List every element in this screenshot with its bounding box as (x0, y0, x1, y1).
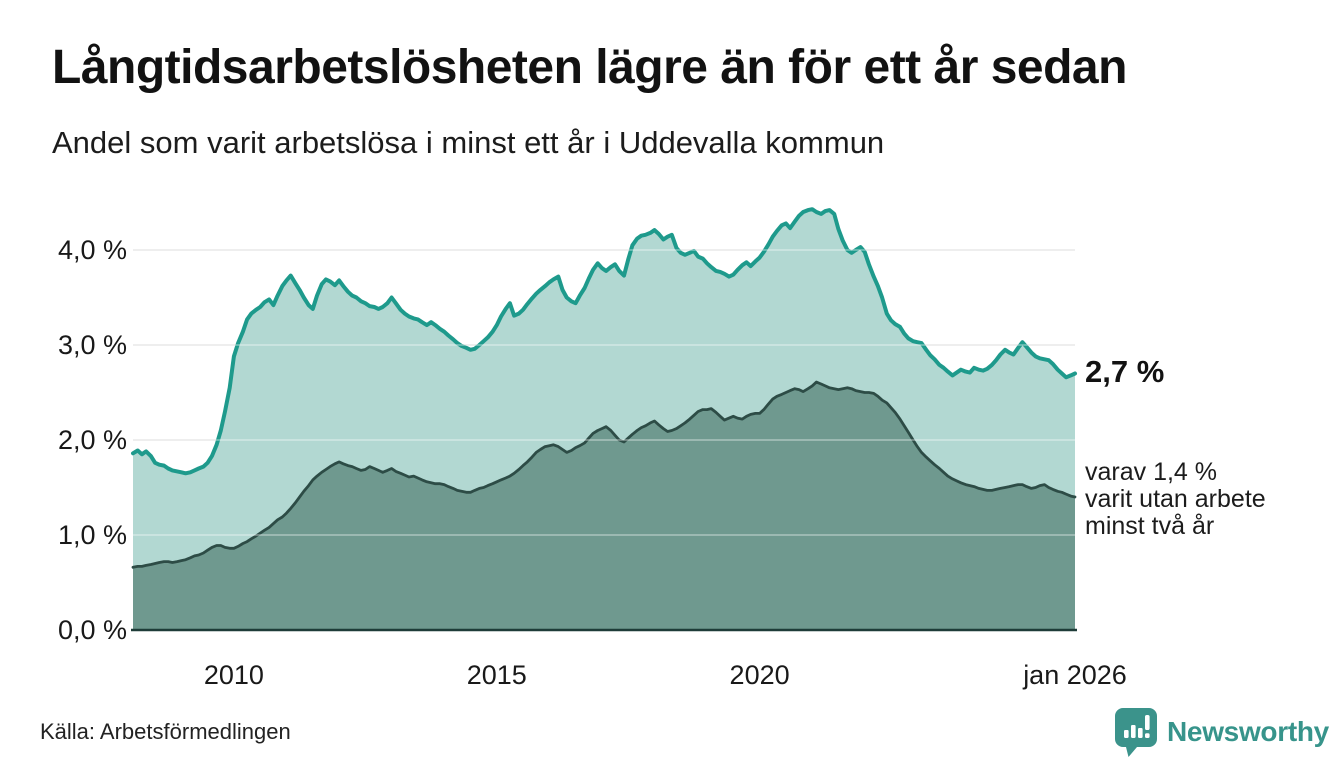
y-axis-label: 4,0 % (57, 235, 127, 265)
newsworthy-logo: Newsworthy (1113, 706, 1329, 758)
y-axis-label: 2,0 % (57, 425, 127, 455)
y-axis-label: 3,0 % (57, 330, 127, 360)
two-year-annotation-line: minst två år (1085, 512, 1215, 540)
page-title: Långtidsarbetslösheten lägre än för ett … (52, 41, 1127, 94)
two-year-annotation-line: varit utan arbete (1085, 485, 1266, 513)
line-series-1 (131, 207, 1077, 476)
source-caption: Källa: Arbetsförmedlingen (40, 719, 291, 744)
x-axis-label: 2015 (466, 660, 527, 690)
line-series-2 (131, 380, 1077, 569)
x-axis-label: 2010 (203, 660, 264, 690)
x-axis-label: jan 2026 (1023, 660, 1127, 690)
y-axis-label: 1,0 % (57, 520, 127, 550)
newsworthy-bubble-icon (1115, 708, 1157, 757)
two-year-annotation-line: varav 1,4 % (1085, 458, 1218, 486)
two-year-annotation: varav 1,4 % varit utan arbete minst två … (1085, 459, 1266, 540)
latest-value-label: 2,7 % (1085, 354, 1165, 389)
newsworthy-wordmark: Newsworthy (1167, 716, 1329, 747)
chart-subtitle: Andel som varit arbetslösa i minst ett å… (52, 125, 885, 160)
y-axis-label: 0,0 % (57, 615, 127, 645)
x-axis-label: 2020 (729, 660, 790, 690)
area-series-2 (133, 382, 1075, 630)
